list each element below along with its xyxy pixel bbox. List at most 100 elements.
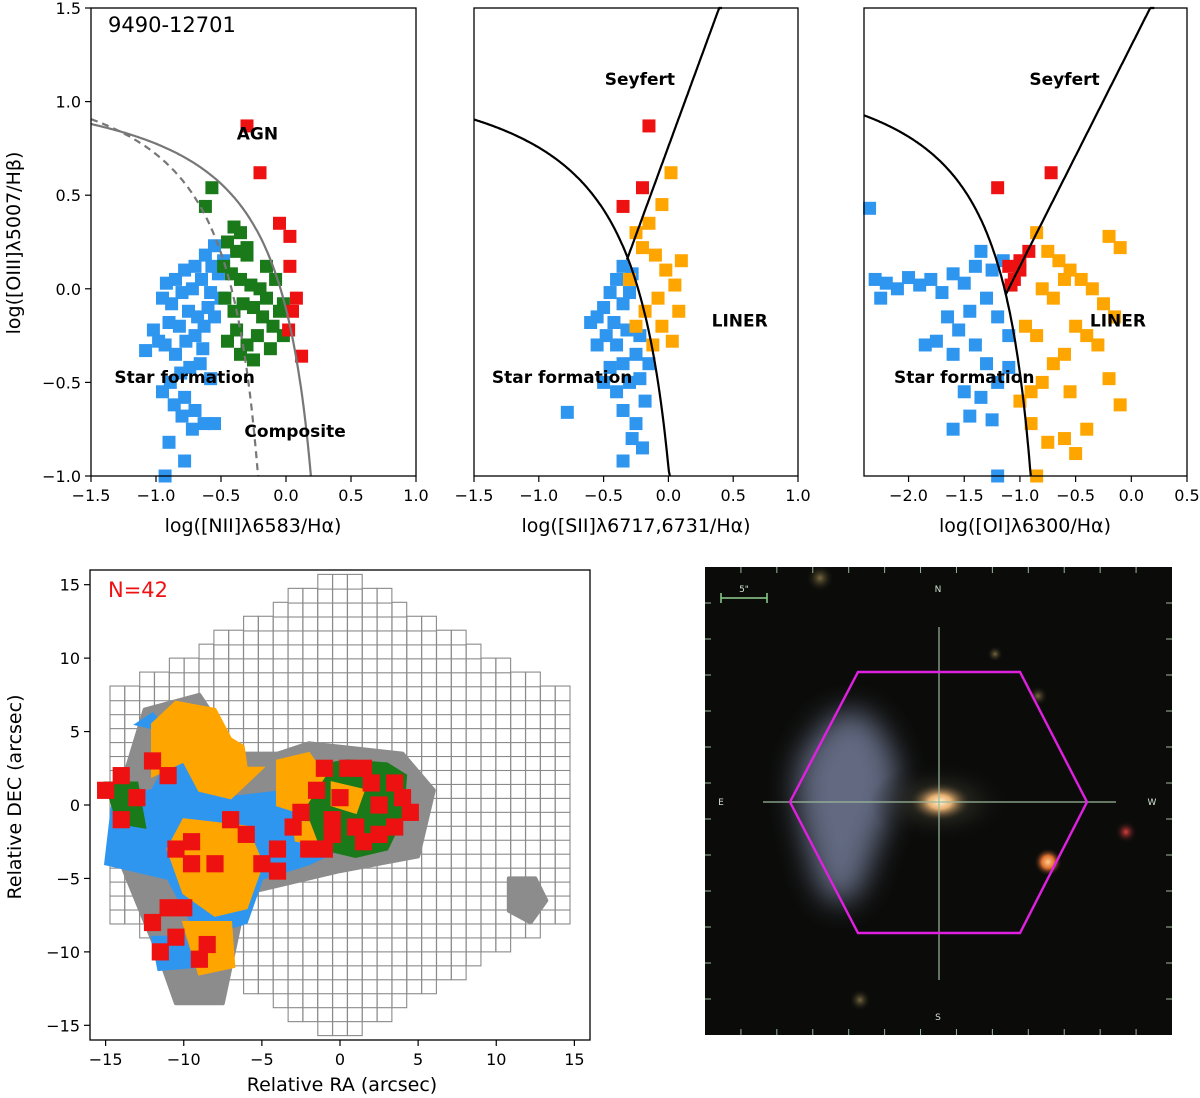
spaxel-cell	[465, 908, 482, 925]
data-point-star-formation	[197, 417, 211, 431]
spaxel-cell	[272, 713, 289, 730]
spaxel-cell	[495, 838, 512, 855]
spaxel-cell	[213, 629, 230, 646]
data-point-star-formation	[913, 278, 927, 292]
spaxel-cell	[406, 866, 423, 883]
spaxel-cell	[317, 629, 334, 646]
spaxel-cell	[450, 797, 467, 813]
spaxel-cell	[317, 643, 334, 660]
spatial-map-x-axis-label: Relative RA (arcsec)	[247, 1074, 437, 1096]
spaxel-cell	[465, 713, 482, 730]
galaxy-tidal-arm	[796, 711, 898, 904]
bpt-oi-panel: −2.0 −1.5 −1.0 −0.5 0.0 0.5 Seyfert LINER Star …	[863, 6, 1200, 537]
spaxel-cell	[539, 825, 556, 841]
spaxel-cell	[510, 838, 527, 855]
spaxel-cell	[554, 755, 571, 772]
spaxel-cell	[287, 643, 304, 660]
spaxel-cell	[361, 657, 378, 674]
spaxel-cell	[332, 685, 348, 702]
spaxel-cell	[153, 671, 170, 688]
spaxel-cell	[421, 727, 437, 744]
data-point-agn	[283, 229, 297, 243]
spaxel-cell	[436, 838, 452, 855]
spaxel-cell	[243, 671, 259, 688]
bpt-sii-points	[560, 119, 688, 468]
spaxel-cell	[183, 657, 200, 674]
data-point-composite	[230, 244, 244, 258]
spaxel-cell	[406, 741, 423, 758]
spaxel-cell	[228, 643, 244, 660]
bpt-sii-region-labels: Seyfert LINER Star formation	[492, 70, 768, 388]
spaxel-cell	[302, 964, 319, 981]
data-point-agn	[240, 119, 254, 133]
spaxel-cell	[436, 755, 452, 772]
spaxel-cell	[450, 936, 467, 953]
demarcation-curve-seyfert-liner-sii	[625, 6, 722, 261]
spaxel-cell	[436, 727, 452, 744]
spaxel-cell	[525, 671, 541, 688]
data-point-star-formation	[863, 201, 877, 215]
spaxel-cell	[554, 769, 571, 785]
spaxel-cell	[421, 671, 437, 688]
spaxel-cell	[554, 880, 571, 897]
spaxel-cell	[450, 643, 467, 660]
data-point-composite	[205, 181, 219, 195]
spaxel-cell	[124, 699, 141, 716]
data-point-liner	[1041, 244, 1055, 258]
data-point-liner	[1113, 398, 1127, 412]
spaxel-cell	[287, 908, 304, 925]
spaxel-cell	[406, 880, 423, 897]
data-point-star-formation	[946, 347, 960, 361]
spaxel-cell	[480, 699, 497, 716]
spaxel-cell	[421, 629, 437, 646]
spaxel-cell	[495, 727, 512, 744]
data-point-star-formation	[193, 357, 207, 371]
spaxel-agn	[323, 811, 341, 829]
data-point-liner	[664, 166, 678, 180]
spaxel-cell	[139, 671, 155, 688]
spaxel-cell	[257, 643, 274, 660]
spaxel-cell	[554, 811, 571, 827]
data-point-agn	[273, 216, 286, 230]
spaxel-cell	[406, 685, 423, 702]
spaxel-cell	[406, 950, 423, 967]
spaxel-cell	[376, 643, 393, 660]
spaxel-cell	[450, 769, 467, 785]
spaxel-cell	[525, 769, 541, 785]
spaxel-cell	[332, 950, 348, 967]
spaxel-cell	[287, 657, 304, 674]
spaxel-cell	[183, 671, 200, 688]
spaxel-cell	[168, 657, 185, 674]
spaxel-cell	[302, 629, 319, 646]
data-point-star-formation	[208, 310, 221, 324]
spaxel-cell	[436, 741, 452, 758]
spaxel-cell	[480, 838, 497, 855]
data-point-star-formation	[616, 357, 630, 371]
spaxel-cell	[257, 685, 274, 702]
spaxel-cell	[257, 950, 274, 967]
data-point-star-formation	[890, 282, 904, 296]
spaxel-cell	[480, 908, 497, 925]
spaxel-cell	[243, 685, 259, 702]
data-point-liner	[1113, 241, 1127, 255]
spaxel-agn	[354, 833, 373, 851]
spaxel-cell	[332, 964, 348, 981]
spaxel-cell	[228, 657, 244, 674]
spaxel-cell	[391, 685, 408, 702]
spaxel-cell	[257, 964, 274, 981]
spaxel-cell	[406, 922, 423, 939]
data-point-liner	[1041, 435, 1055, 449]
spaxel-cell	[332, 908, 348, 925]
spaxel-cell	[243, 657, 259, 674]
spaxel-cell	[376, 964, 393, 981]
spaxel-cell	[495, 685, 512, 702]
spaxel-cell	[480, 922, 497, 939]
data-point-star-formation	[603, 360, 617, 374]
spaxel-cell	[302, 587, 319, 604]
spaxel-cell	[539, 866, 556, 883]
spaxel-cell	[332, 699, 348, 716]
spaxel-agn	[347, 818, 365, 836]
spaxel-agn	[182, 855, 201, 873]
spaxel-cell	[421, 922, 437, 939]
data-point-star-formation	[182, 304, 195, 318]
